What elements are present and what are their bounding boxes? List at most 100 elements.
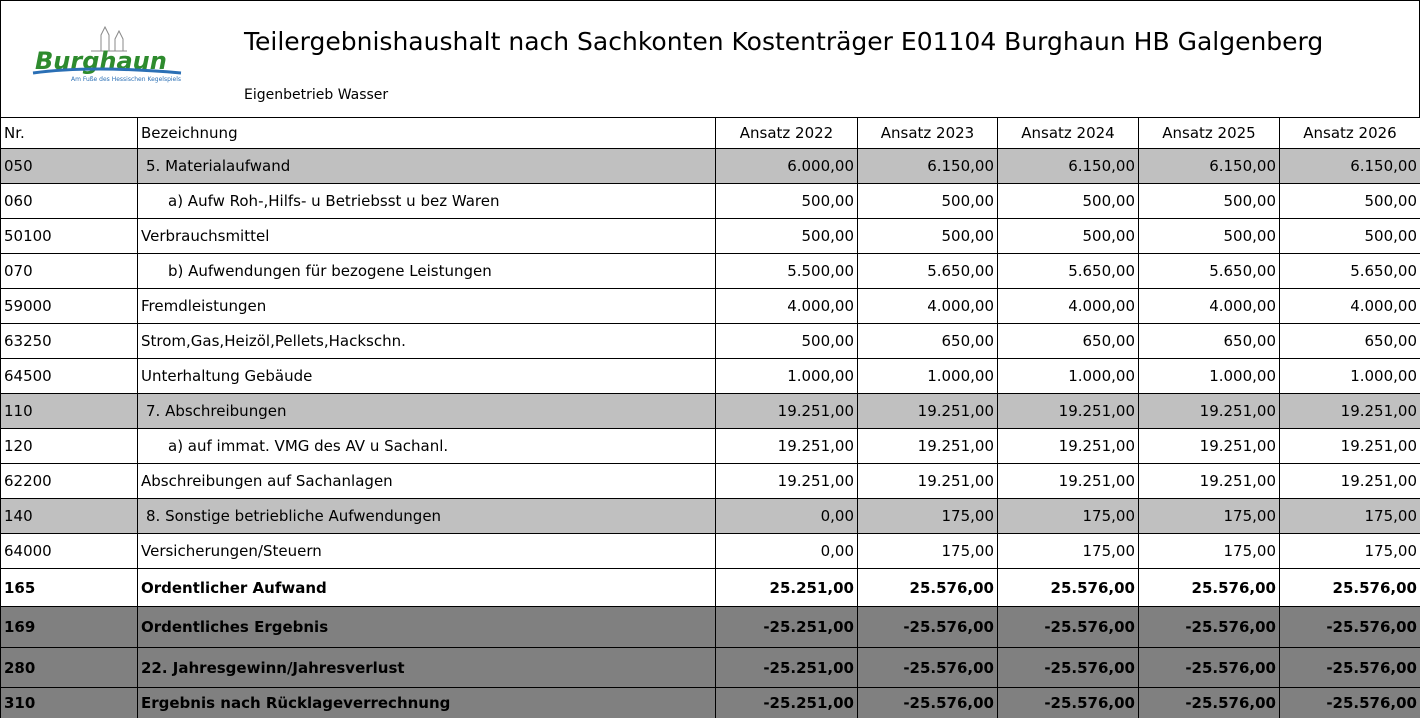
amount: 25.251,00 xyxy=(715,568,858,607)
amount: 25.576,00 xyxy=(997,568,1139,607)
account-number: 165 xyxy=(0,568,138,607)
logo: Burghaun Am Fuße des Hessischen Kegelspi… xyxy=(32,25,182,83)
description: Abschreibungen auf Sachanlagen xyxy=(137,463,716,499)
description: Unterhaltung Gebäude xyxy=(137,358,716,394)
table-row: 59000 Fremdleistungen 4.000,00 4.000,00 4.00… xyxy=(0,288,1420,324)
amount: 175,00 xyxy=(857,498,998,534)
table-row: 050 5. Materialaufwand 6.000,00 6.150,00 6.1… xyxy=(0,148,1420,184)
amount: -25.576,00 xyxy=(857,687,998,718)
table-row: 310 Ergebnis nach Rücklageverrechnung -25.… xyxy=(0,687,1420,718)
amount: -25.576,00 xyxy=(857,647,998,688)
amount: 25.576,00 xyxy=(1138,568,1280,607)
description: b) Aufwendungen für bezogene Leistungen xyxy=(137,253,716,289)
table-row: 070 b) Aufwendungen für bezogene Leistung… xyxy=(0,253,1420,289)
amount: -25.576,00 xyxy=(1138,647,1280,688)
table-row: 63250 Strom,Gas,Heizöl,Pellets,Hackschn. 5… xyxy=(0,323,1420,359)
subtitle: Eigenbetrieb Wasser xyxy=(244,87,389,103)
amount: -25.576,00 xyxy=(997,606,1139,648)
amount: 1.000,00 xyxy=(1138,358,1280,394)
amount: 4.000,00 xyxy=(857,288,998,324)
amount: 19.251,00 xyxy=(1279,428,1420,464)
account-number: 64000 xyxy=(0,533,138,569)
amount: 4.000,00 xyxy=(1138,288,1280,324)
description: 8. Sonstige betriebliche Aufwendungen xyxy=(137,498,716,534)
amount: 6.150,00 xyxy=(857,148,998,184)
amount: 6.150,00 xyxy=(1279,148,1420,184)
amount: 175,00 xyxy=(857,533,998,569)
amount: 500,00 xyxy=(1138,183,1280,219)
amount: 500,00 xyxy=(715,218,858,254)
account-number: 070 xyxy=(0,253,138,289)
description: 5. Materialaufwand xyxy=(137,148,716,184)
report-header: Burghaun Am Fuße des Hessischen Kegelspi… xyxy=(0,0,1420,118)
logo-castle xyxy=(91,25,127,52)
table-row: 060 a) Aufw Roh-,Hilfs- u Betriebsst u be… xyxy=(0,183,1420,219)
amount: 19.251,00 xyxy=(715,463,858,499)
account-number: 59000 xyxy=(0,288,138,324)
table-row: 64000 Versicherungen/Steuern 0,00 175,00 175… xyxy=(0,533,1420,569)
description: Ordentliches Ergebnis xyxy=(137,606,716,648)
description: a) auf immat. VMG des AV u Sachanl. xyxy=(137,428,716,464)
account-number: 62200 xyxy=(0,463,138,499)
account-number: 63250 xyxy=(0,323,138,359)
amount: 500,00 xyxy=(857,183,998,219)
amount: 0,00 xyxy=(715,498,858,534)
column-header: Nr. xyxy=(0,117,138,149)
account-number: 110 xyxy=(0,393,138,429)
account-number: 060 xyxy=(0,183,138,219)
description: 7. Abschreibungen xyxy=(137,393,716,429)
amount: -25.576,00 xyxy=(1279,647,1420,688)
table-row: 120 a) auf immat. VMG des AV u Sachanl. 19… xyxy=(0,428,1420,464)
amount: 6.150,00 xyxy=(1138,148,1280,184)
amount: 500,00 xyxy=(1279,183,1420,219)
budget-table: Nr. Bezeichnung Ansatz 2022 Ansatz 2023 Ansa… xyxy=(0,117,1420,718)
amount: 500,00 xyxy=(1138,218,1280,254)
amount: 19.251,00 xyxy=(1279,463,1420,499)
account-number: 169 xyxy=(0,606,138,648)
amount: -25.251,00 xyxy=(715,647,858,688)
amount: -25.576,00 xyxy=(1138,687,1280,718)
amount: 19.251,00 xyxy=(857,428,998,464)
amount: 5.650,00 xyxy=(1279,253,1420,289)
description: 22. Jahresgewinn/Jahresverlust xyxy=(137,647,716,688)
description: Ordentlicher Aufwand xyxy=(137,568,716,607)
amount: 175,00 xyxy=(1279,498,1420,534)
amount: 500,00 xyxy=(715,323,858,359)
description: Ergebnis nach Rücklageverrechnung xyxy=(137,687,716,718)
table-row: 169 Ordentliches Ergebnis -25.251,00 -25.57… xyxy=(0,606,1420,648)
amount: 6.150,00 xyxy=(997,148,1139,184)
amount: 19.251,00 xyxy=(997,428,1139,464)
table-row: 280 22. Jahresgewinn/Jahresverlust -25.251… xyxy=(0,647,1420,688)
column-header: Bezeichnung xyxy=(137,117,716,149)
amount: 19.251,00 xyxy=(1279,393,1420,429)
column-header: Ansatz 2026 xyxy=(1279,117,1420,149)
amount: 19.251,00 xyxy=(997,463,1139,499)
amount: 1.000,00 xyxy=(997,358,1139,394)
amount: 19.251,00 xyxy=(997,393,1139,429)
amount: 19.251,00 xyxy=(857,393,998,429)
amount: 650,00 xyxy=(857,323,998,359)
description: Versicherungen/Steuern xyxy=(137,533,716,569)
amount: 500,00 xyxy=(997,183,1139,219)
column-header: Ansatz 2024 xyxy=(997,117,1139,149)
title: Teilergebnishaushalt nach Sachkonten Kos… xyxy=(244,27,1324,56)
description: Strom,Gas,Heizöl,Pellets,Hackschn. xyxy=(137,323,716,359)
account-number: 310 xyxy=(0,687,138,718)
table-row: 110 7. Abschreibungen 19.251,00 19.251,00 19… xyxy=(0,393,1420,429)
amount: 500,00 xyxy=(997,218,1139,254)
amount: 650,00 xyxy=(1279,323,1420,359)
amount: 500,00 xyxy=(1279,218,1420,254)
table-row: 50100 Verbrauchsmittel 500,00 500,00 500,00 5… xyxy=(0,218,1420,254)
amount: 5.500,00 xyxy=(715,253,858,289)
description: Verbrauchsmittel xyxy=(137,218,716,254)
account-number: 050 xyxy=(0,148,138,184)
amount: 0,00 xyxy=(715,533,858,569)
table-row: 64500 Unterhaltung Gebäude 1.000,00 1.000,0… xyxy=(0,358,1420,394)
amount: 650,00 xyxy=(1138,323,1280,359)
amount: 4.000,00 xyxy=(715,288,858,324)
amount: 5.650,00 xyxy=(997,253,1139,289)
amount: -25.576,00 xyxy=(1279,687,1420,718)
account-number: 50100 xyxy=(0,218,138,254)
amount: 6.000,00 xyxy=(715,148,858,184)
amount: 500,00 xyxy=(715,183,858,219)
